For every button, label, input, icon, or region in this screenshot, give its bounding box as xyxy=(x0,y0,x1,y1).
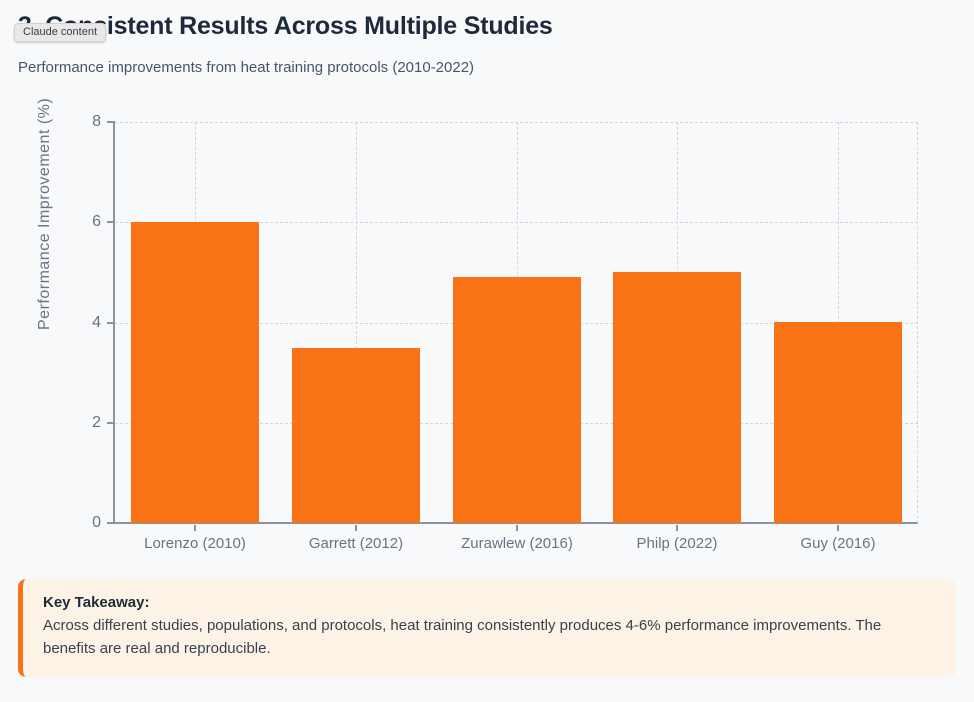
y-axis-label-wrap: Performance Improvement (%) xyxy=(34,85,60,333)
bar-4 xyxy=(613,272,741,523)
y-tick-mark xyxy=(107,421,115,424)
chart-subtitle: Performance improvements from heat train… xyxy=(18,59,475,76)
x-tick-mark xyxy=(676,525,678,531)
x-tick-label: Guy (2016) xyxy=(800,535,876,552)
x-tick-label: Garrett (2012) xyxy=(308,535,404,552)
y-tick-label: 4 xyxy=(92,313,101,331)
v-gridline-right-edge xyxy=(917,122,918,523)
y-tick-label: 0 xyxy=(92,514,101,531)
h-gridline xyxy=(115,122,918,123)
bar-5 xyxy=(774,322,902,523)
claude-content-badge: Claude content xyxy=(14,23,106,42)
plot-area xyxy=(115,122,918,523)
x-tick-label: Zurawlew (2016) xyxy=(461,535,573,552)
y-tick-mark xyxy=(107,221,115,224)
x-tick-mark xyxy=(194,525,196,531)
takeaway-heading: Key Takeaway: xyxy=(43,594,150,611)
x-tick-mark xyxy=(516,525,518,531)
y-tick-label: 8 xyxy=(92,113,101,130)
key-takeaway-callout: Key Takeaway: Across different studies, … xyxy=(18,579,956,677)
h-gridline xyxy=(115,222,918,224)
x-tick-label: Philp (2022) xyxy=(636,535,718,552)
y-tick-mark xyxy=(107,522,115,524)
x-tick-mark xyxy=(355,525,357,531)
y-axis-ticks: 0 2 4 6 8 xyxy=(65,113,115,531)
x-tick-mark xyxy=(837,525,839,531)
bar-3 xyxy=(453,277,581,523)
v-gridline xyxy=(356,122,357,523)
y-axis-label: Performance Improvement (%) xyxy=(36,97,53,330)
y-tick-label: 2 xyxy=(92,413,101,431)
x-axis-line xyxy=(113,522,918,524)
y-tick-mark xyxy=(107,121,115,123)
bar-1 xyxy=(131,222,259,523)
y-tick-label: 6 xyxy=(92,213,101,231)
x-axis-labels: Lorenzo (2010) Garrett (2012) Zurawlew (20… xyxy=(115,523,918,563)
bar-2 xyxy=(292,348,420,523)
takeaway-body: Across different studies, populations, a… xyxy=(43,617,882,657)
x-tick-label: Lorenzo (2010) xyxy=(144,535,246,552)
y-tick-mark xyxy=(107,321,115,324)
page-title: 3. Consistent Results Across Multiple St… xyxy=(18,12,553,40)
